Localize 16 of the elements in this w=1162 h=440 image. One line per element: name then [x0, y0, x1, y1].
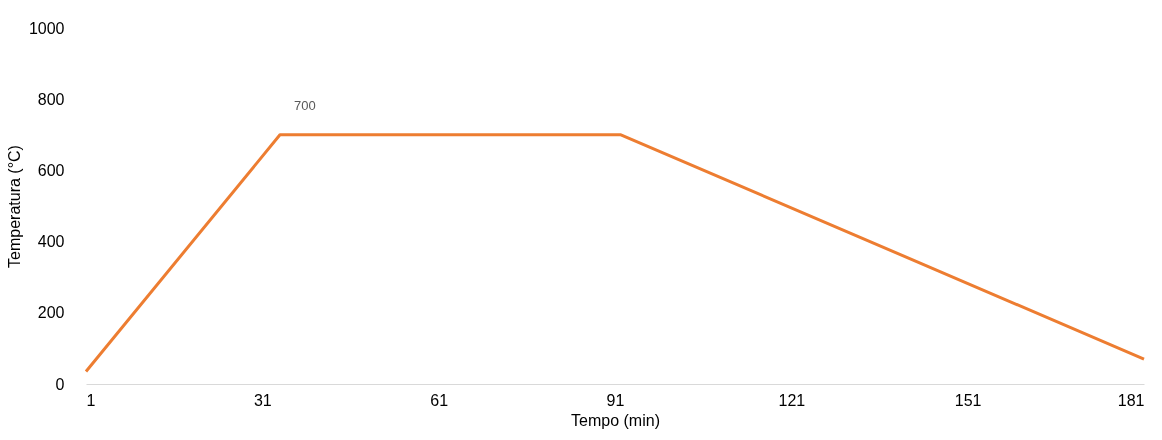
x-tick-label: 1	[86, 391, 96, 409]
y-tick-label: 400	[37, 233, 65, 251]
annotation: 700	[293, 97, 316, 113]
y-tick-label: 200	[37, 304, 65, 322]
x-tick-label: 181	[1117, 391, 1145, 409]
y-tick-label: 600	[37, 161, 65, 179]
x-tick-label: 121	[778, 391, 806, 409]
x-tick-label: 91	[606, 391, 625, 409]
x-tick-label: 61	[430, 391, 449, 409]
y-axis-title: Temperatura (°C)	[5, 145, 23, 268]
x-tick-label: 151	[954, 391, 982, 409]
x-tick-label: 31	[253, 391, 272, 409]
y-tick-label: 0	[55, 375, 65, 393]
x-axis-title: Tempo (min)	[571, 411, 660, 429]
y-tick-label: 800	[37, 90, 65, 108]
y-tick-label: 1000	[28, 19, 65, 37]
